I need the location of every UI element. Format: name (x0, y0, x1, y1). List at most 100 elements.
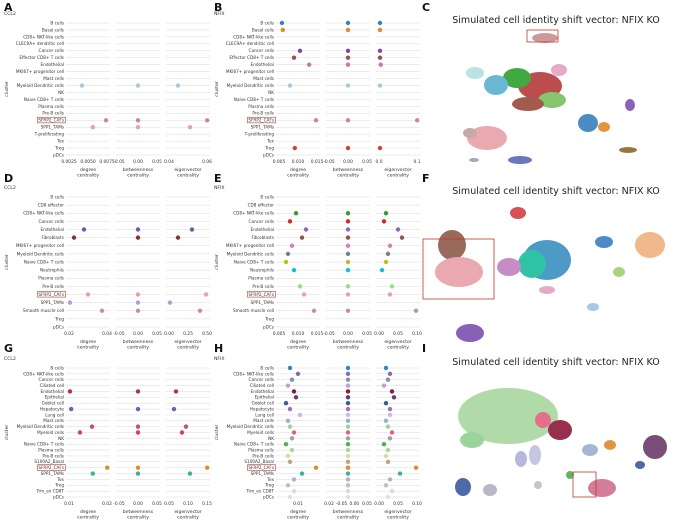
data-point (289, 447, 295, 453)
x-axis-label: centrality (77, 515, 99, 521)
data-point (345, 483, 351, 488)
gene-title: NFIX (214, 185, 225, 191)
tick-label: 0.0 (376, 159, 383, 165)
data-point (187, 471, 193, 476)
cluster-label: Pre-B cells (42, 111, 64, 116)
data-point (385, 494, 391, 500)
y-axis-label: cluster (4, 425, 10, 441)
tick-label: -0.05 (113, 331, 125, 337)
data-point (287, 424, 293, 429)
cluster-label: Naive CD8+ T cells (234, 259, 274, 264)
data-point (67, 389, 73, 394)
data-point (301, 292, 307, 297)
data-point (175, 83, 181, 88)
x-axis-label: centrality (387, 345, 409, 351)
cluster-label: CD8 effector (38, 203, 65, 208)
tick-label: 0.00 (374, 501, 384, 507)
data-point (285, 251, 291, 257)
data-point (67, 300, 73, 305)
data-point (345, 308, 351, 313)
data-point (179, 430, 185, 435)
highlight-box (247, 291, 276, 298)
data-point (311, 308, 317, 313)
cluster-label: CD8+ NKT-like cells (233, 371, 274, 376)
data-point (299, 235, 305, 240)
cluster-label: SPP1_TAMs (41, 471, 64, 476)
cluster-label: Smooth muscle cell (233, 308, 274, 313)
cluster-label: Treg (264, 316, 274, 321)
data-point (295, 371, 301, 377)
x-axis-label: eigenvector (384, 167, 411, 173)
data-point (383, 453, 389, 459)
cluster-label: Fibroblasts (251, 235, 274, 240)
data-point (345, 118, 351, 123)
data-point (105, 465, 110, 470)
dotplot-D: CCL2 cluster B cells CD8 effector CD8+ NKT-l… (4, 185, 212, 351)
x-axis-label: degree (80, 167, 96, 173)
cluster-label: NK (58, 90, 64, 95)
cluster-label: Mast cells (43, 418, 64, 423)
cluster-label: Tex (56, 477, 64, 482)
cluster-label: Tex (266, 139, 274, 144)
cluster-label: SFRP2_CAFs (38, 465, 64, 470)
tick-label: 0.005 (273, 331, 286, 337)
cluster-label: S100A2_Basal (244, 459, 274, 464)
data-point (345, 494, 351, 500)
tick-label: 0.05 (152, 331, 162, 337)
cluster-label: Lung cell (45, 412, 64, 417)
data-point (345, 235, 351, 240)
cluster-label: Naive CD8+ T cells (234, 97, 274, 102)
cluster-label: Treg (54, 145, 64, 150)
tick-label: 0.02 (64, 331, 74, 337)
gene-title: CCL2 (4, 185, 16, 191)
data-point (135, 300, 141, 305)
y-axis-label: cluster (214, 254, 220, 270)
data-point (413, 465, 419, 470)
data-point (81, 227, 87, 232)
cluster-label: T-proliferating (244, 132, 275, 137)
data-point (387, 371, 393, 377)
x-axis-label: centrality (127, 173, 149, 179)
cluster-label: SPP1_TAMs (41, 125, 64, 130)
tick-label: 0.06 (202, 159, 212, 165)
data-point (345, 371, 351, 377)
cluster-label: pDCs (53, 494, 64, 499)
cluster-label: Cancer cells (249, 219, 274, 224)
data-point (383, 483, 389, 488)
data-point (385, 251, 391, 257)
x-axis-label: centrality (337, 173, 359, 179)
highlight-box (37, 116, 66, 124)
data-point (377, 27, 383, 33)
x-axis-label: centrality (287, 345, 309, 351)
tick-label: -0.05 (113, 159, 125, 165)
data-point (289, 243, 295, 248)
tick-label: 0.00 (343, 331, 353, 337)
data-point (345, 418, 351, 423)
dotplot-B: NFIX cluster B cells Basal cells CD8+ NKT-li… (214, 11, 421, 179)
cluster-label: Lung cell (255, 412, 274, 417)
data-point (383, 418, 389, 423)
cluster-label: SPP1_TAMs (251, 125, 274, 130)
x-axis-label: eigenvector (384, 509, 411, 515)
data-point (289, 377, 295, 382)
gene-title: CCL2 (4, 356, 16, 362)
tick-label: 0.04 (164, 159, 174, 165)
data-point (285, 418, 291, 423)
tick-label: 0.0050 (80, 159, 96, 165)
data-point (197, 308, 203, 313)
x-axis-label: betweenness (123, 339, 154, 345)
data-point (345, 436, 351, 441)
data-point (291, 477, 297, 482)
cluster-label: NK (58, 436, 64, 441)
tick-label: 0.05 (362, 159, 372, 165)
data-point (285, 453, 291, 459)
cluster-label: S100A2_Basal (34, 459, 64, 464)
tick-label: -0.05 (323, 331, 335, 337)
data-point (387, 406, 393, 412)
data-point (385, 447, 391, 453)
data-point (283, 259, 289, 265)
data-point (135, 308, 141, 313)
cluster-label: CD8+ NKT-like cells (233, 34, 274, 39)
data-point (69, 406, 74, 412)
data-point (381, 383, 387, 388)
